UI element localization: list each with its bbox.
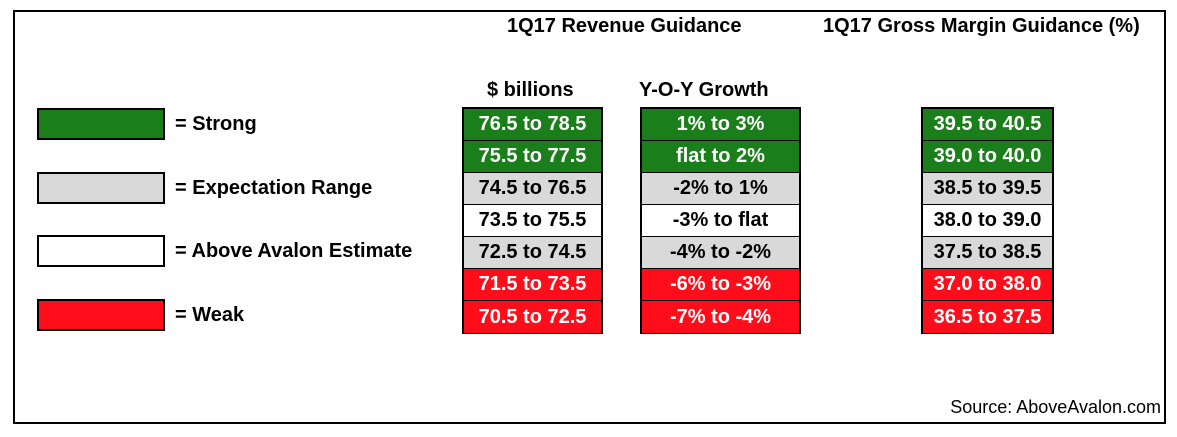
billions-cell-1: 76.5 to 78.5 [464, 109, 601, 141]
billions-column-label: $ billions [487, 79, 574, 101]
gross-margin-cell-4: 38.0 to 39.0 [923, 205, 1052, 237]
billions-cell-5: 72.5 to 74.5 [464, 237, 601, 269]
legend-swatch-above-avalon [37, 235, 165, 267]
billions-cell-2: 75.5 to 77.5 [464, 141, 601, 173]
yoy-growth-cell-5: -4% to -2% [642, 237, 799, 269]
billions-column: 76.5 to 78.5 75.5 to 77.5 74.5 to 76.5 73.5… [462, 107, 603, 334]
gross-margin-cell-1: 39.5 to 40.5 [923, 109, 1052, 141]
legend-swatch-weak [37, 299, 165, 331]
gross-margin-guidance-heading: 1Q17 Gross Margin Guidance (%) [823, 15, 1140, 37]
yoy-growth-cell-1: 1% to 3% [642, 109, 799, 141]
legend-item-above-avalon: = Above Avalon Estimate [37, 233, 412, 269]
yoy-growth-cell-7: -7% to -4% [642, 301, 799, 333]
source-note: Source: AboveAvalon.com [950, 397, 1161, 417]
gross-margin-cell-6: 37.0 to 38.0 [923, 269, 1052, 301]
legend-label-weak: = Weak [175, 303, 245, 326]
chart-frame [13, 10, 1166, 424]
legend-item-expectation: = Expectation Range [37, 170, 372, 206]
legend-item-weak: = Weak [37, 297, 244, 333]
gross-margin-cell-2: 39.0 to 40.0 [923, 141, 1052, 173]
legend-label-expectation: = Expectation Range [175, 176, 373, 199]
yoy-growth-cell-2: flat to 2% [642, 141, 799, 173]
yoy-growth-column: 1% to 3% flat to 2% -2% to 1% -3% to flat -4… [640, 107, 801, 334]
legend-item-strong: = Strong [37, 106, 257, 142]
gross-margin-column: 39.5 to 40.5 39.0 to 40.0 38.5 to 39.5 38.0… [921, 107, 1054, 334]
yoy-growth-cell-4: -3% to flat [642, 205, 799, 237]
billions-cell-4: 73.5 to 75.5 [464, 205, 601, 237]
billions-cell-7: 70.5 to 72.5 [464, 301, 601, 333]
legend-label-above-avalon: = Above Avalon Estimate [175, 239, 413, 262]
legend-label-strong: = Strong [175, 112, 257, 135]
yoy-column-label: Y-O-Y Growth [639, 79, 769, 101]
billions-cell-3: 74.5 to 76.5 [464, 173, 601, 205]
billions-cell-6: 71.5 to 73.5 [464, 269, 601, 301]
gross-margin-cell-5: 37.5 to 38.5 [923, 237, 1052, 269]
legend-swatch-expectation [37, 172, 165, 204]
revenue-guidance-heading: 1Q17 Revenue Guidance [507, 15, 742, 37]
gross-margin-cell-3: 38.5 to 39.5 [923, 173, 1052, 205]
gross-margin-cell-7: 36.5 to 37.5 [923, 301, 1052, 333]
legend-swatch-strong [37, 108, 165, 140]
yoy-growth-cell-6: -6% to -3% [642, 269, 799, 301]
yoy-growth-cell-3: -2% to 1% [642, 173, 799, 205]
